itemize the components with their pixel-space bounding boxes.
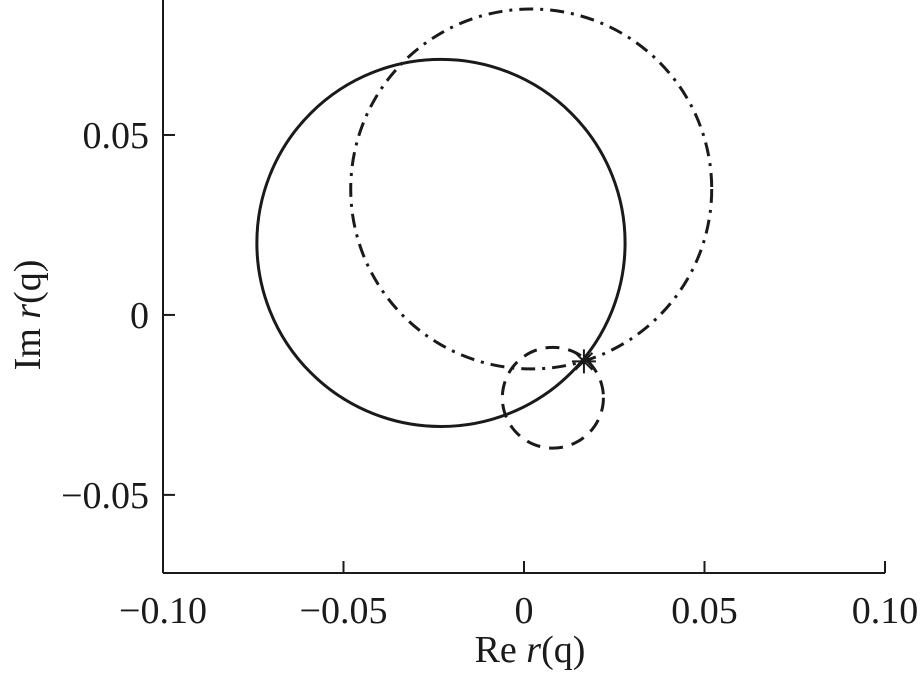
x-tick-label: 0.10 <box>852 590 919 632</box>
x-axis-label: Re r(q) <box>475 629 586 671</box>
y-axis-label: Im r(q) <box>7 260 49 371</box>
x-tick-label: 0.05 <box>671 590 738 632</box>
y-tick-label: 0.05 <box>83 115 150 157</box>
x-tick-label: 0 <box>515 590 534 632</box>
asterisk-stroke <box>574 352 594 371</box>
series-dash-dot-circle <box>349 7 714 371</box>
y-tick-label: 0 <box>130 295 149 337</box>
axes: −0.10 −0.05 0 0.05 0.10 0.05 0 −0.05 <box>61 0 918 632</box>
plot-marks <box>255 7 714 450</box>
asterisk-marker <box>571 349 596 374</box>
y-tick-label: −0.05 <box>61 475 149 517</box>
x-tick-label: −0.10 <box>119 590 207 632</box>
series-dashed-circle <box>500 345 605 450</box>
x-tick-label: −0.05 <box>300 590 388 632</box>
series-solid-circle <box>255 57 627 429</box>
